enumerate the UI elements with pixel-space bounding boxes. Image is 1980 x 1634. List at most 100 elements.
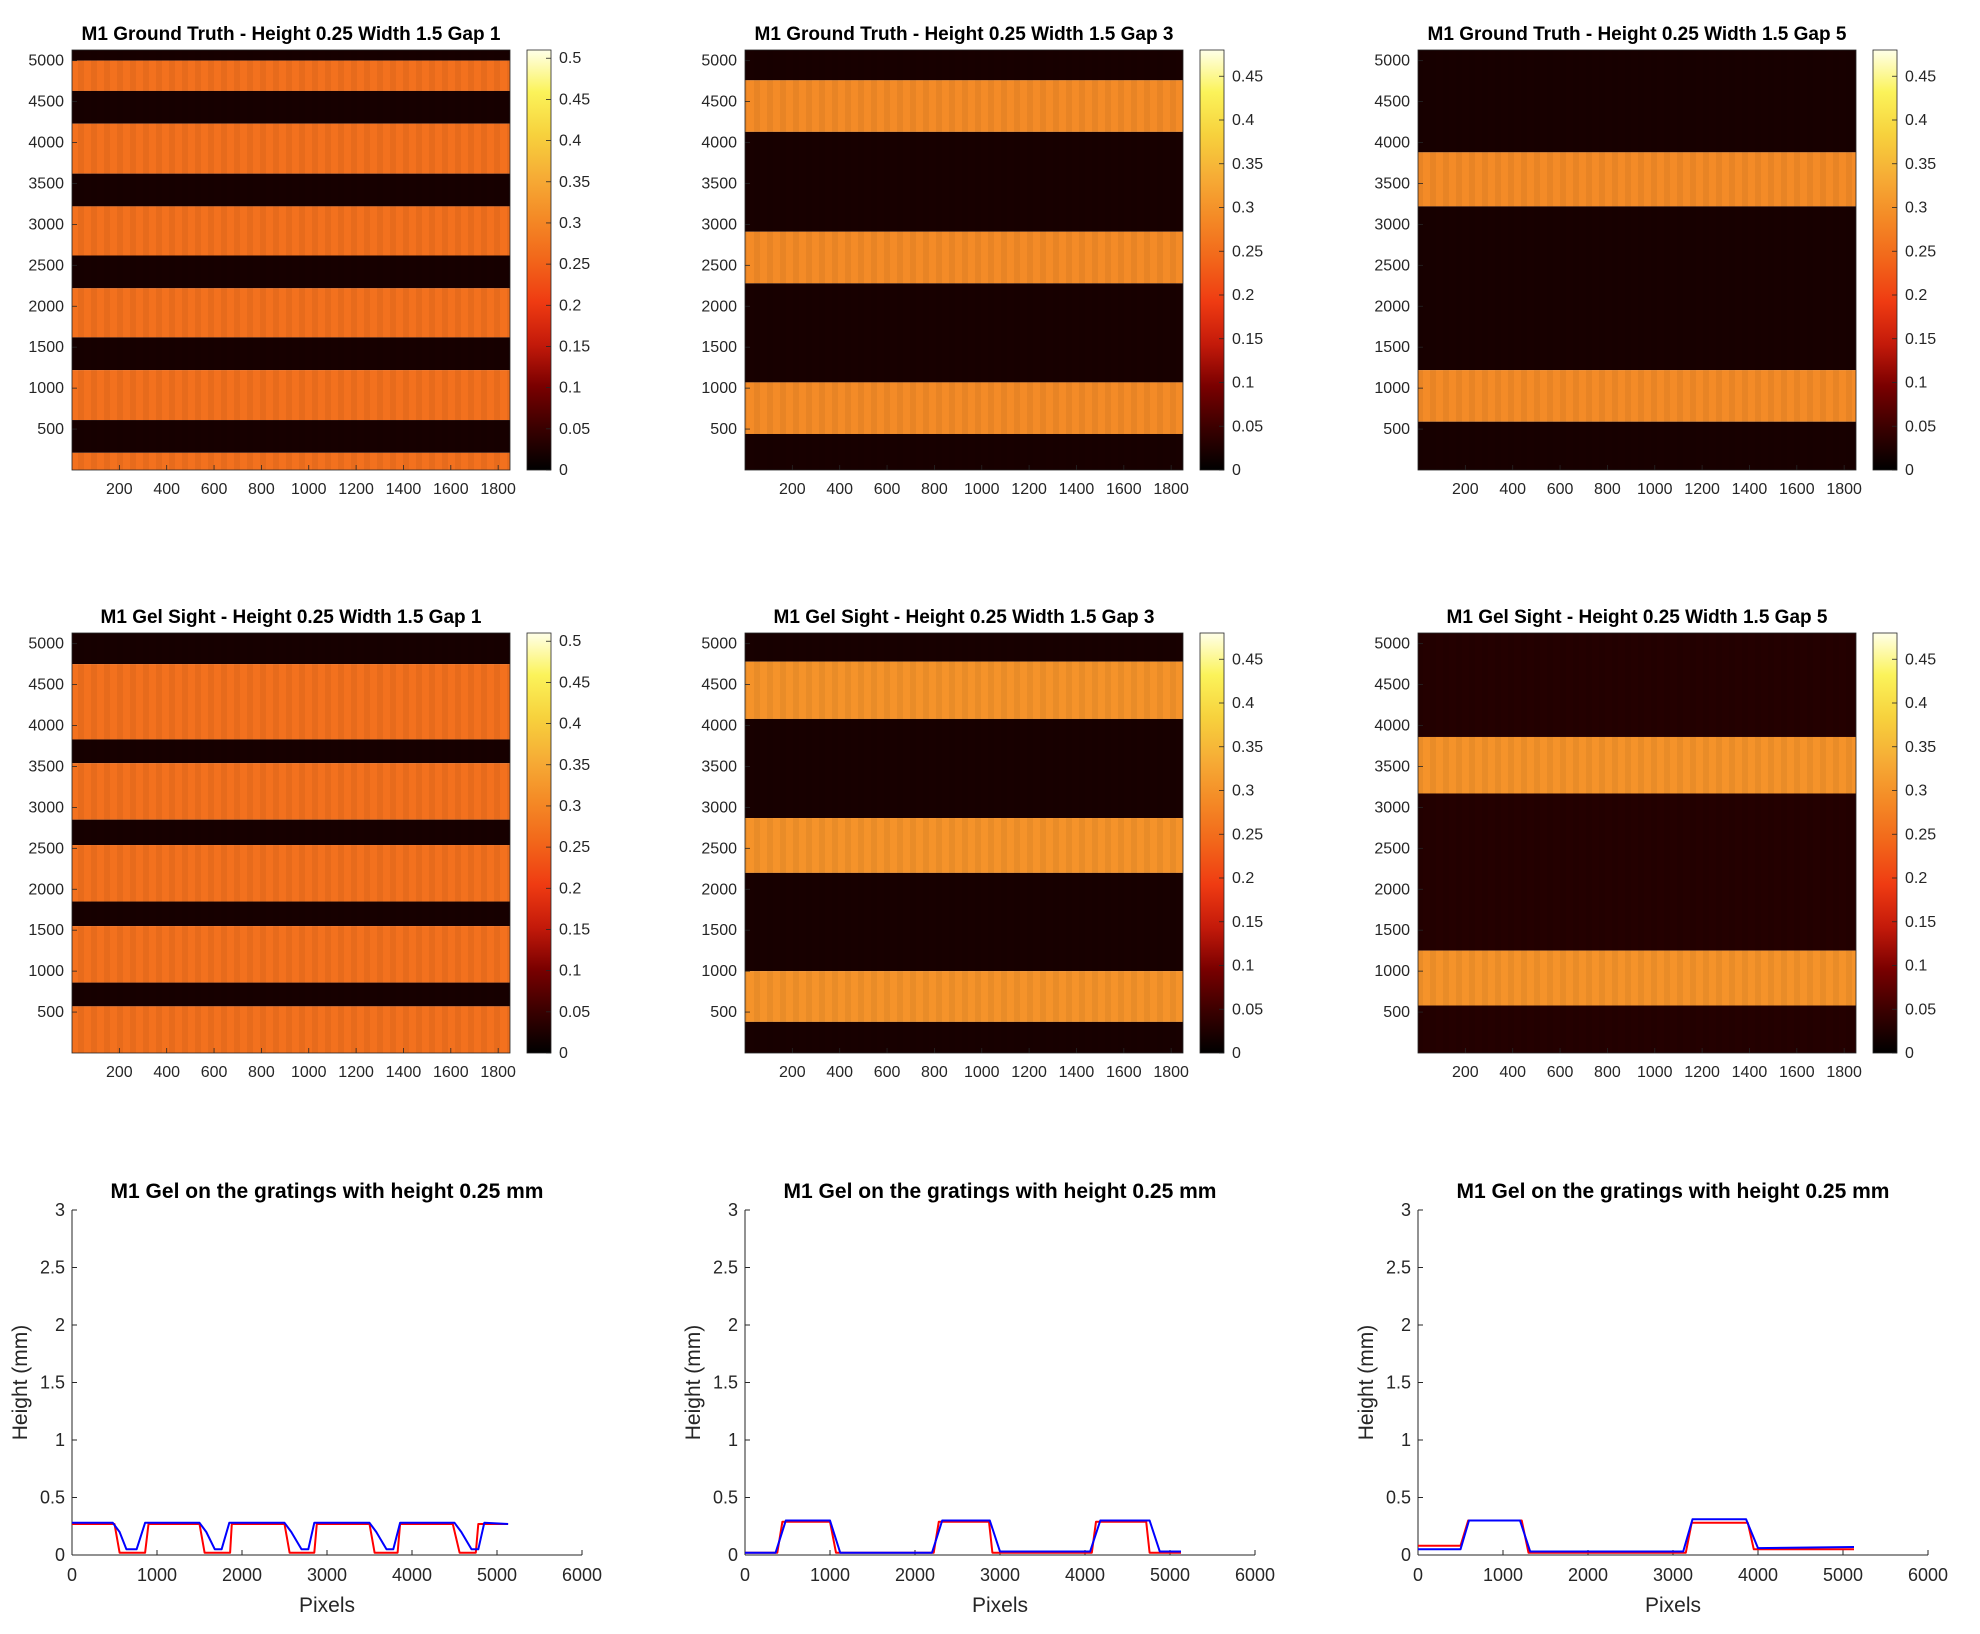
y-tick-label: 4500	[701, 94, 737, 111]
x-axis-label: Pixels	[972, 1594, 1028, 1617]
colorbar-tick-label: 0.1	[559, 963, 581, 980]
y-tick-label: 2000	[28, 881, 64, 898]
blue-profile-line	[72, 1521, 509, 1551]
colorbar-tick-label: 0	[559, 462, 568, 479]
x-tick-label: 4000	[1738, 1565, 1778, 1585]
colorbar-tick-label: 0.4	[559, 716, 581, 733]
heatmap-image	[1417, 632, 1857, 1054]
x-tick-label: 1600	[1106, 481, 1142, 498]
colorbar-tick-label: 0.3	[1232, 783, 1254, 800]
x-tick-label: 0	[1413, 1565, 1423, 1585]
y-tick-label: 1.5	[1386, 1373, 1411, 1393]
y-tick-label: 5000	[701, 53, 737, 70]
colorbar: 0.45 0.4 0.35 0.3 0.25 0.2 0.15 0.1 0.05 0	[1872, 632, 1936, 1062]
heatmap-image	[744, 632, 1184, 1054]
heatmap-image	[71, 49, 511, 471]
heatmap-panel: M1 Ground Truth - Height 0.25 Width 1.5 …	[701, 24, 1263, 498]
y-tick-label: 2	[728, 1315, 738, 1335]
y-tick-label: 1500	[28, 922, 64, 939]
y-tick-label: 1	[55, 1430, 65, 1450]
y-tick-label: 5000	[1374, 636, 1410, 653]
colorbar: 0.5 0.45 0.4 0.35 0.3 0.25 0.2 0.15 0.1 0.05 0	[526, 49, 590, 479]
colorbar: 0.5 0.45 0.4 0.35 0.3 0.25 0.2 0.15 0.1 0.05 0	[526, 632, 590, 1062]
y-axis-label: Height (mm)	[1355, 1325, 1378, 1441]
y-tick-label: 3000	[1374, 799, 1410, 816]
y-tick-label: 0.5	[40, 1488, 65, 1508]
y-tick-label: 3000	[1374, 216, 1410, 233]
colorbar-tick-label: 0	[1905, 1045, 1914, 1062]
colorbar-tick-label: 0.4	[1232, 695, 1254, 712]
x-tick-label: 1800	[1153, 1064, 1189, 1081]
x-tick-label: 1400	[1059, 1064, 1095, 1081]
x-tick-label: 1000	[291, 481, 327, 498]
y-tick-label: 2500	[1374, 840, 1410, 857]
colorbar-tick-label: 0.25	[559, 839, 590, 856]
heatmap-panel: M1 Gel Sight - Height 0.25 Width 1.5 Gap…	[701, 607, 1263, 1081]
y-tick-label: 1500	[1374, 339, 1410, 356]
y-tick-label: 4500	[701, 677, 737, 694]
y-tick-label: 4500	[28, 677, 64, 694]
x-tick-label: 400	[153, 1064, 180, 1081]
y-tick-label: 0	[55, 1545, 65, 1565]
x-tick-label: 1400	[386, 481, 422, 498]
x-tick-label: 0	[67, 1565, 77, 1585]
y-tick-label: 2	[1401, 1315, 1411, 1335]
y-tick-label: 2500	[28, 840, 64, 857]
y-tick-label: 0	[1401, 1545, 1411, 1565]
y-tick-label: 1000	[1374, 963, 1410, 980]
colorbar-tick-label: 0.1	[1232, 958, 1254, 975]
x-tick-label: 600	[1547, 1064, 1574, 1081]
colorbar-tick-label: 0.45	[1232, 651, 1263, 668]
colorbar-tick-label: 0.3	[1905, 783, 1927, 800]
y-tick-label: 2500	[701, 840, 737, 857]
colorbar-tick-label: 0.3	[1232, 200, 1254, 217]
y-tick-label: 1000	[701, 963, 737, 980]
profile-chart: M1 Gel on the gratings with height 0.25 …	[9, 1180, 602, 1617]
colorbar-tick-label: 0.2	[1232, 287, 1254, 304]
heatmap-image	[1417, 49, 1857, 471]
x-tick-label: 1000	[810, 1565, 850, 1585]
colorbar-tick-label: 0	[1232, 1045, 1241, 1062]
x-tick-label: 1200	[338, 481, 374, 498]
colorbar-tick-label: 0.15	[559, 338, 590, 355]
colorbar-gradient	[1872, 49, 1898, 471]
colorbar-tick-label: 0.35	[559, 757, 590, 774]
colorbar-tick-label: 0.2	[559, 880, 581, 897]
y-tick-label: 1	[1401, 1430, 1411, 1450]
colorbar-tick-label: 0.2	[1905, 870, 1927, 887]
colorbar-tick-label: 0	[559, 1045, 568, 1062]
colorbar-tick-label: 0.1	[1905, 958, 1927, 975]
x-tick-label: 1800	[1826, 481, 1862, 498]
y-tick-label: 1500	[701, 922, 737, 939]
colorbar-tick-label: 0.25	[1905, 243, 1936, 260]
colorbar-tick-label: 0.15	[1232, 914, 1263, 931]
x-tick-label: 800	[921, 481, 948, 498]
colorbar-tick-label: 0.05	[1232, 418, 1263, 435]
x-tick-label: 3000	[980, 1565, 1020, 1585]
y-tick-label: 3000	[701, 216, 737, 233]
heatmap-frame	[744, 632, 1184, 1054]
colorbar-tick-label: 0.25	[1232, 243, 1263, 260]
colorbar-tick-label: 0.35	[1905, 156, 1936, 173]
x-tick-label: 1800	[480, 481, 516, 498]
x-tick-label: 1400	[1732, 481, 1768, 498]
y-tick-label: 2000	[701, 881, 737, 898]
colorbar-tick-label: 0.1	[1905, 375, 1927, 392]
x-tick-label: 400	[826, 481, 853, 498]
x-tick-label: 2000	[895, 1565, 935, 1585]
colorbar-gradient	[1872, 632, 1898, 1054]
y-tick-label: 1.5	[713, 1373, 738, 1393]
colorbar-tick-label: 0.3	[559, 798, 581, 815]
y-tick-label: 3	[728, 1200, 738, 1220]
heatmap-panel: M1 Ground Truth - Height 0.25 Width 1.5 …	[1374, 24, 1936, 498]
profile-chart: M1 Gel on the gratings with height 0.25 …	[1355, 1180, 1948, 1617]
colorbar-tick-label: 0.3	[1905, 200, 1927, 217]
y-tick-label: 4000	[701, 718, 737, 735]
y-tick-label: 3500	[1374, 175, 1410, 192]
x-tick-label: 6000	[562, 1565, 602, 1585]
x-tick-label: 200	[779, 1064, 806, 1081]
colorbar-tick-label: 0.05	[1905, 418, 1936, 435]
y-tick-label: 3500	[1374, 758, 1410, 775]
y-tick-label: 500	[37, 421, 64, 438]
scan-texture	[745, 633, 1183, 1053]
